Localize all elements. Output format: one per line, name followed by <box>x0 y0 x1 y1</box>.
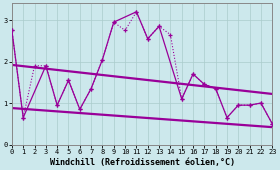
X-axis label: Windchill (Refroidissement éolien,°C): Windchill (Refroidissement éolien,°C) <box>50 158 235 167</box>
